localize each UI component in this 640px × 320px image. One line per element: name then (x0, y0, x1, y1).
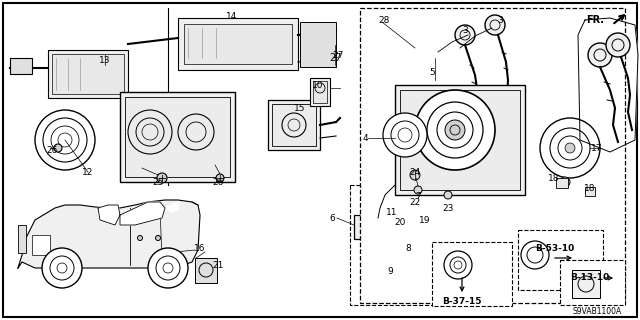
Text: 28: 28 (378, 15, 390, 25)
Text: 21: 21 (212, 260, 224, 269)
Text: 20: 20 (394, 218, 406, 227)
Circle shape (485, 15, 505, 35)
Circle shape (444, 251, 472, 279)
Text: 7: 7 (415, 191, 421, 201)
Text: 16: 16 (195, 244, 205, 252)
Bar (52, 54, 124, 94)
Polygon shape (18, 200, 200, 268)
Circle shape (42, 248, 82, 288)
Bar (195, 258, 217, 283)
Text: 22: 22 (410, 197, 420, 206)
Circle shape (606, 33, 630, 57)
Text: 10: 10 (312, 81, 324, 90)
Text: 18: 18 (584, 183, 596, 193)
Bar (560, 260, 625, 305)
Circle shape (54, 144, 62, 152)
Circle shape (383, 113, 427, 157)
Text: 3: 3 (497, 15, 503, 25)
Bar (272, 104, 316, 146)
Text: B-13-10: B-13-10 (570, 274, 610, 283)
Bar (395, 85, 525, 195)
Polygon shape (120, 202, 165, 225)
Circle shape (138, 236, 143, 241)
Bar (360, 8, 625, 303)
Circle shape (521, 241, 549, 269)
Circle shape (415, 90, 495, 170)
Circle shape (560, 177, 570, 187)
Circle shape (444, 191, 452, 199)
Text: 15: 15 (294, 103, 306, 113)
Text: FR.: FR. (586, 15, 604, 25)
Text: 5: 5 (429, 68, 435, 76)
Bar (268, 100, 320, 150)
Text: 13: 13 (99, 55, 111, 65)
Circle shape (414, 186, 422, 194)
Text: 14: 14 (227, 12, 237, 20)
Bar (585, 187, 595, 196)
Circle shape (157, 173, 167, 183)
Bar (178, 18, 298, 70)
Circle shape (565, 143, 575, 153)
Bar (125, 97, 230, 177)
Bar (556, 178, 568, 188)
Circle shape (385, 220, 397, 232)
Bar (518, 230, 603, 290)
Bar (48, 50, 128, 98)
Text: 3: 3 (462, 26, 468, 35)
Text: 11: 11 (387, 207, 397, 217)
Text: 23: 23 (442, 204, 454, 212)
Text: B-53-10: B-53-10 (536, 244, 575, 252)
Bar (350, 185, 450, 305)
Circle shape (540, 118, 600, 178)
Text: 17: 17 (591, 143, 603, 153)
Bar (313, 81, 327, 103)
Text: 27: 27 (329, 53, 341, 63)
Text: B-37-15: B-37-15 (442, 298, 482, 307)
Text: 9: 9 (387, 268, 393, 276)
Bar (368, 268, 376, 282)
Text: 24: 24 (410, 167, 420, 177)
Circle shape (156, 236, 161, 241)
Bar (120, 92, 235, 182)
Text: 4: 4 (362, 133, 368, 142)
Circle shape (216, 174, 224, 182)
Bar (432, 242, 512, 306)
Bar (10, 58, 32, 74)
Bar (32, 235, 50, 255)
Bar (354, 215, 406, 239)
Circle shape (588, 43, 612, 67)
Text: 18: 18 (548, 173, 560, 182)
Text: 27: 27 (332, 51, 344, 60)
Bar (300, 22, 336, 67)
Bar (18, 225, 26, 253)
Text: 12: 12 (83, 167, 93, 177)
Bar (572, 270, 600, 298)
Polygon shape (165, 202, 178, 212)
Text: 8: 8 (405, 244, 411, 252)
Text: 19: 19 (419, 215, 431, 225)
Circle shape (148, 248, 188, 288)
Bar (310, 78, 330, 106)
Circle shape (586, 188, 594, 196)
Circle shape (365, 190, 385, 210)
Circle shape (365, 220, 377, 232)
Circle shape (410, 170, 420, 180)
Text: 6: 6 (329, 213, 335, 222)
Bar (400, 90, 520, 190)
Circle shape (445, 120, 465, 140)
Bar (362, 217, 400, 235)
Bar (184, 24, 292, 64)
Circle shape (455, 25, 475, 45)
Text: S9VAB1100A: S9VAB1100A (573, 307, 622, 316)
Text: 25: 25 (152, 178, 164, 187)
Text: 26: 26 (212, 178, 224, 187)
Text: 26: 26 (46, 146, 58, 155)
Polygon shape (98, 205, 120, 225)
Polygon shape (578, 18, 638, 152)
